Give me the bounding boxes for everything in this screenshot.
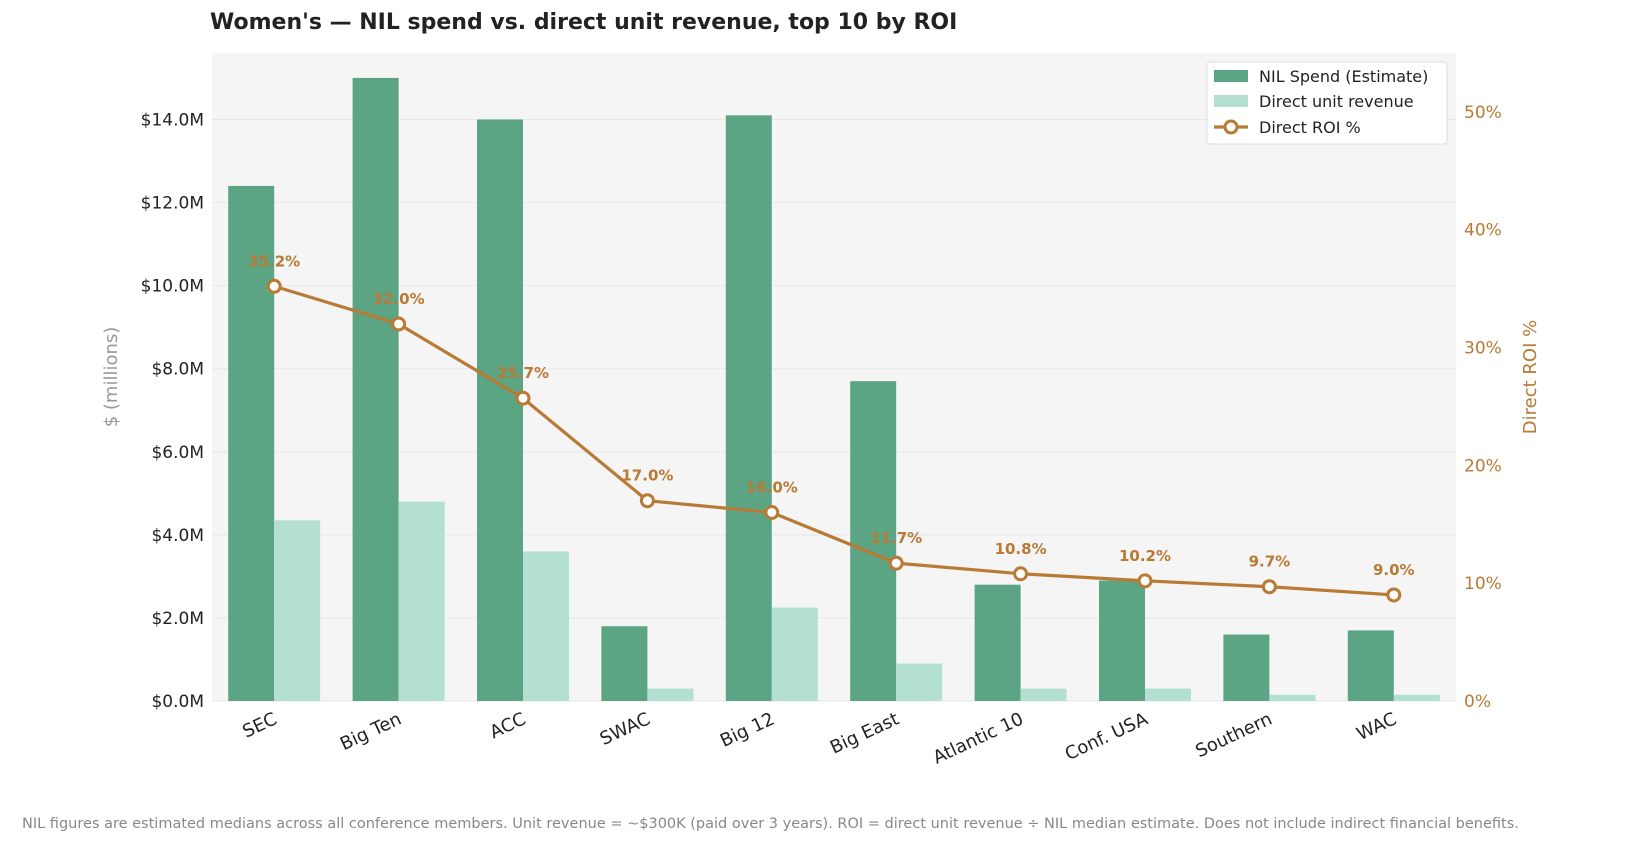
y-tick-label: $6.0M — [151, 443, 204, 463]
y2-tick-label: 10% — [1464, 574, 1502, 594]
y-tick-label: $14.0M — [141, 110, 204, 130]
bar-nil-spend — [228, 185, 275, 701]
y-tick-label: $2.0M — [151, 609, 204, 629]
bar-direct-revenue — [771, 607, 818, 701]
bar-nil-spend — [1347, 630, 1394, 701]
right-axis: 0% 10% 20% 30% 40% 50% — [1464, 103, 1502, 712]
roi-data-label: 9.0% — [1373, 561, 1415, 579]
x-tick-label: ACC — [487, 708, 530, 743]
roi-data-label: 11.7% — [870, 529, 922, 547]
bar-nil-spend — [1223, 634, 1270, 701]
y2-tick-label: 20% — [1464, 456, 1502, 476]
x-tick-label: SEC — [239, 708, 280, 742]
x-tick-label: Big 12 — [717, 708, 778, 751]
legend-label-roi: Direct ROI % — [1259, 118, 1361, 137]
bar-direct-revenue — [896, 663, 943, 701]
roi-line — [273, 284, 1394, 597]
bar-nil-spend — [352, 77, 399, 701]
x-tick-label: Atlantic 10 — [930, 708, 1027, 768]
roi-data-label: 35.2% — [248, 252, 300, 270]
roi-point — [1013, 566, 1029, 582]
x-tick-label: WAC — [1354, 708, 1400, 745]
roi-data-label: 32.0% — [373, 290, 425, 308]
roi-data-label: 10.8% — [995, 540, 1047, 558]
y2-tick-label: 50% — [1464, 103, 1502, 123]
roi-point — [515, 390, 531, 406]
x-tick-label: Southern — [1192, 708, 1275, 762]
roi-point — [888, 555, 904, 571]
bar-nil-spend — [974, 584, 1021, 701]
bar-direct-revenue — [1393, 694, 1440, 701]
bar-nil-spend — [725, 115, 772, 702]
chart-title: Women's — NIL spend vs. direct unit reve… — [210, 10, 958, 35]
y2-tick-label: 40% — [1464, 221, 1502, 241]
y-tick-label: $4.0M — [151, 526, 204, 546]
bar-direct-revenue — [647, 688, 694, 701]
footnote: NIL figures are estimated medians across… — [22, 816, 1519, 832]
roi-point — [266, 278, 282, 294]
x-tick-label: Big Ten — [337, 708, 405, 754]
y-tick-label: $10.0M — [141, 277, 204, 297]
x-tick-label: Conf. USA — [1062, 708, 1152, 765]
legend-box — [1206, 61, 1448, 145]
y-tick-label: $8.0M — [151, 360, 204, 380]
bar-direct-revenue — [1269, 694, 1316, 701]
bar-direct-revenue — [1145, 688, 1191, 701]
bar-nil-spend — [601, 626, 648, 701]
bar-nil-spend — [1099, 580, 1145, 701]
roi-data-label: 10.2% — [1119, 547, 1171, 565]
bar-nil-spend — [477, 119, 523, 701]
legend-label-revenue: Direct unit revenue — [1259, 92, 1414, 111]
legend-marker-roi — [1223, 119, 1239, 135]
y2-tick-label: 30% — [1464, 339, 1502, 359]
legend: NIL Spend (Estimate) Direct unit revenue D… — [1206, 61, 1448, 145]
roi-point — [391, 316, 407, 332]
roi-data-label: 25.7% — [497, 364, 549, 382]
left-axis: $0.0M $2.0M $4.0M $6.0M $8.0M $10.0M $12.0M $14… — [141, 110, 204, 712]
bar-direct-revenue — [523, 551, 569, 701]
roi-point — [764, 504, 780, 520]
x-tick-label: SWAC — [597, 708, 654, 749]
y2-tick-label: 0% — [1464, 692, 1491, 712]
legend-swatch-revenue — [1214, 95, 1248, 107]
bar-series — [228, 77, 1440, 702]
x-tick-label: Big East — [827, 708, 902, 758]
bar-direct-revenue — [398, 501, 445, 701]
bar-direct-revenue — [1020, 688, 1067, 701]
roi-data-label: 17.0% — [621, 467, 673, 485]
legend-swatch-nil — [1214, 70, 1248, 82]
legend-label-nil: NIL Spend (Estimate) — [1259, 67, 1428, 86]
roi-data-label: 16.0% — [746, 478, 798, 496]
y-tick-label: $0.0M — [151, 692, 204, 712]
y-axis-label: $ (millions) — [101, 327, 122, 428]
roi-data-label: 9.7% — [1249, 553, 1291, 571]
roi-line-series: 35.2% 32.0% 25.7% 17.0% 16.0% 11.7% 10.8% 10.2%… — [248, 252, 1415, 603]
bar-nil-spend — [850, 381, 897, 701]
roi-point — [639, 493, 655, 509]
roi-point — [1386, 587, 1402, 603]
roi-point — [1261, 579, 1277, 595]
y-tick-label: $12.0M — [141, 194, 204, 214]
roi-point — [1137, 573, 1153, 589]
y2-axis-label: Direct ROI % — [1520, 320, 1541, 434]
x-axis: SEC Big Ten ACC SWAC Big 12 Big East Atlantic … — [239, 708, 1400, 768]
bar-direct-revenue — [274, 520, 321, 701]
